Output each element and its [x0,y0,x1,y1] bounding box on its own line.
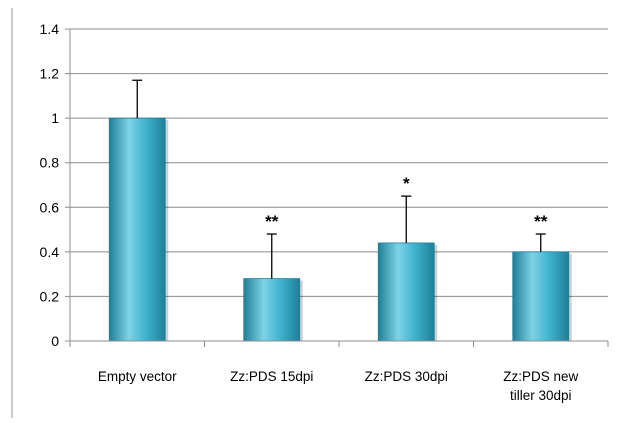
y-tick-label: 0.6 [40,199,60,215]
x-category-label: Zz:PDS new [503,369,578,384]
x-category-label: tiller 30dpi [510,388,572,403]
bar [108,117,166,342]
axes [69,29,609,347]
bar [377,242,435,342]
y-tick-label: 1 [51,110,59,126]
y-tick-label: 0.2 [40,288,60,304]
significance-label: * [403,174,410,193]
x-axis-labels: Empty vector Zz:PDS 15dpi Zz:PDS 30dpi Zz:P… [98,369,579,403]
significance-label: ** [265,212,279,231]
bars [108,117,572,342]
y-tick-label: 1.2 [40,66,60,82]
y-tick-label: 0 [51,333,59,349]
x-category-label: Zz:PDS 30dpi [365,369,448,384]
y-tick-label: 0.8 [40,155,60,171]
significance-label: ** [534,212,548,231]
error-bars [132,79,546,279]
bar [243,278,301,342]
x-category-label: Empty vector [98,369,177,384]
significance-markers: ***** [265,174,548,231]
y-tick-label: 0.4 [40,244,60,260]
x-category-label: Zz:PDS 15dpi [230,369,313,384]
y-axis-ticks: 0 0.2 0.4 0.6 0.8 1 1.2 1.4 [40,21,70,349]
y-tick-label: 1.4 [40,21,60,37]
bar [512,251,570,342]
